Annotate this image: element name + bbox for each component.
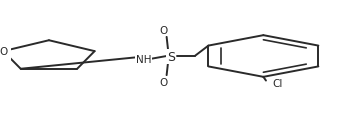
Text: O: O [0,47,7,57]
Text: O: O [159,77,167,87]
Text: NH: NH [136,55,151,65]
Text: S: S [167,50,175,63]
Text: Cl: Cl [272,78,282,88]
Text: O: O [159,26,167,36]
